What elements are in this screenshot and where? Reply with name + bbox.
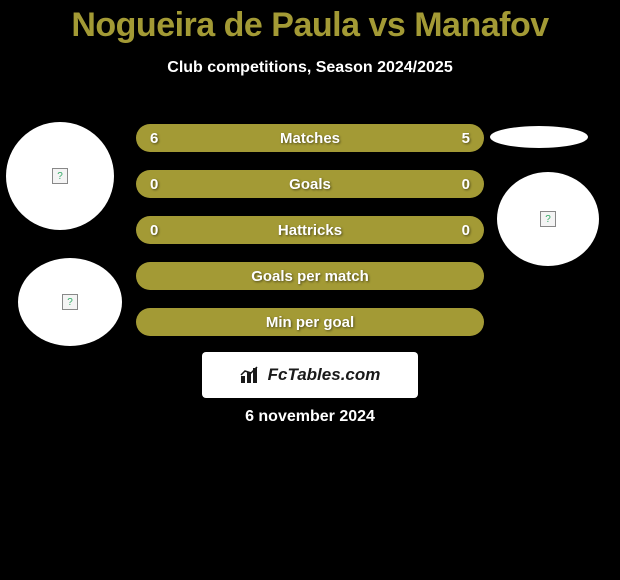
stat-label: Goals <box>190 176 430 193</box>
player-left-name: Nogueira de Paula <box>71 6 359 44</box>
stat-label: Matches <box>190 130 430 147</box>
club-right-logo: ? <box>497 172 599 266</box>
stat-label: Goals per match <box>190 268 430 285</box>
player-right-avatar-flat <box>490 126 588 148</box>
image-placeholder-icon: ? <box>540 211 556 227</box>
stats-table: 6 Matches 5 0 Goals 0 0 Hattricks 0 Goal… <box>136 124 484 354</box>
stat-right-value: 0 <box>430 222 470 239</box>
snapshot-date: 6 november 2024 <box>0 408 620 426</box>
stat-row-hattricks: 0 Hattricks 0 <box>136 216 484 244</box>
comparison-title: Nogueira de Paula vs Manafov <box>0 0 620 45</box>
player-left-avatar: ? <box>6 122 114 230</box>
image-placeholder-icon: ? <box>62 294 78 310</box>
brand-badge: FcTables.com <box>202 352 418 398</box>
club-left-logo: ? <box>18 258 122 346</box>
player-right-name: Manafov <box>414 6 548 44</box>
stat-row-goals: 0 Goals 0 <box>136 170 484 198</box>
brand-text: FcTables.com <box>268 365 381 385</box>
stat-left-value: 6 <box>150 130 190 147</box>
stat-row-goals-per-match: Goals per match <box>136 262 484 290</box>
stat-label: Hattricks <box>190 222 430 239</box>
stat-row-min-per-goal: Min per goal <box>136 308 484 336</box>
stat-row-matches: 6 Matches 5 <box>136 124 484 152</box>
vs-separator: vs <box>368 6 405 44</box>
stat-right-value: 0 <box>430 176 470 193</box>
stat-left-value: 0 <box>150 222 190 239</box>
comparison-subtitle: Club competitions, Season 2024/2025 <box>0 59 620 77</box>
stat-label: Min per goal <box>190 314 430 331</box>
image-placeholder-icon: ? <box>52 168 68 184</box>
bar-chart-icon <box>240 366 262 384</box>
stat-right-value: 5 <box>430 130 470 147</box>
stat-left-value: 0 <box>150 176 190 193</box>
